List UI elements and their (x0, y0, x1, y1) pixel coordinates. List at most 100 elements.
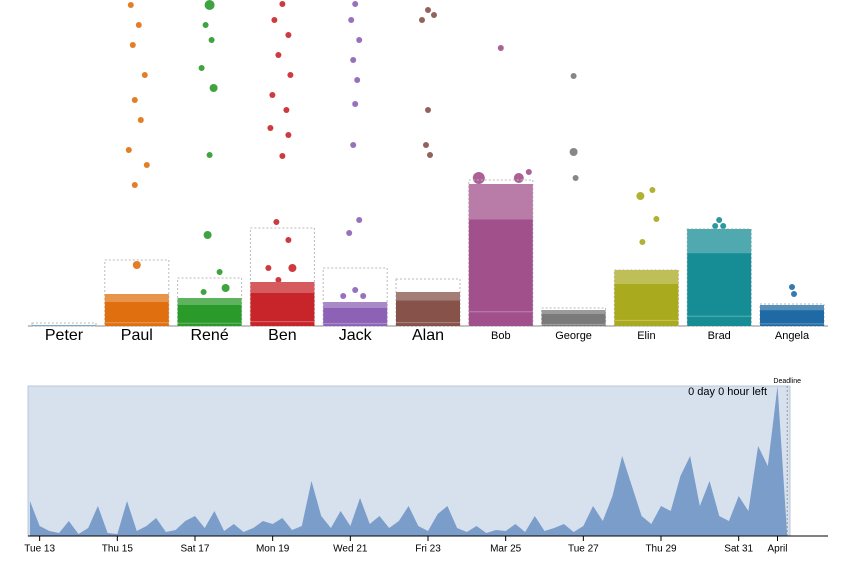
item-dot (283, 107, 290, 113)
bar (687, 229, 752, 326)
item-dot (285, 32, 292, 38)
item-dot (497, 45, 504, 51)
item-dot (340, 293, 347, 299)
item-dot (419, 17, 425, 23)
item-dot (513, 173, 524, 183)
item-dot (267, 125, 274, 131)
x-tick-label: Wed 21 (333, 544, 368, 555)
item-dot (352, 287, 359, 293)
item-dot (525, 169, 532, 175)
item-dot (279, 1, 286, 7)
person-name: Elin (637, 330, 655, 342)
item-dot (131, 182, 138, 188)
item-dot (423, 142, 429, 148)
person-name: René (190, 327, 228, 344)
bar (760, 305, 824, 326)
x-tick-label: Thu 15 (102, 544, 134, 555)
bar (32, 325, 96, 326)
item-dot (427, 152, 433, 158)
x-tick-label: Mon 19 (256, 544, 290, 555)
item-dot (348, 17, 355, 23)
x-tick-label: Sat 31 (724, 544, 753, 555)
item-dot (352, 101, 359, 107)
bar-highlight (32, 325, 96, 326)
item-dot (639, 239, 646, 245)
bar-highlight (614, 270, 679, 284)
item-dot (712, 223, 719, 229)
item-dot (350, 142, 357, 148)
item-dot (143, 162, 150, 168)
time-left: 0 day 0 hour left (688, 386, 767, 398)
item-dot (285, 132, 292, 138)
item-dot (425, 107, 431, 113)
item-dot (200, 289, 207, 295)
item-dot (131, 97, 138, 103)
item-dot (285, 237, 292, 243)
x-tick-label: Mar 25 (490, 544, 522, 555)
item-dot (354, 77, 361, 83)
x-tick-label: Fri 23 (415, 544, 441, 555)
person-name: Bob (491, 330, 511, 342)
bar (541, 310, 606, 326)
person-name: George (555, 330, 592, 342)
item-dot (570, 73, 577, 79)
item-dot (425, 7, 431, 13)
item-dot (716, 217, 723, 223)
bar-highlight (104, 294, 169, 302)
bar-highlight (687, 229, 752, 254)
item-dot (649, 187, 656, 193)
item-dot (198, 65, 205, 71)
item-dot (221, 284, 230, 292)
item-dot (129, 42, 136, 48)
target-outline (31, 322, 97, 327)
bar (177, 298, 242, 326)
item-dot (350, 57, 357, 63)
item-dot (125, 147, 132, 153)
person-name: Jack (339, 327, 373, 344)
item-dot (720, 223, 727, 229)
item-dot (203, 231, 212, 239)
item-dot (791, 291, 797, 297)
item-dot (269, 92, 276, 98)
item-dot (137, 117, 144, 123)
item-dot (275, 277, 282, 283)
item-dot (208, 37, 215, 43)
item-dot (273, 219, 280, 225)
item-dot (206, 152, 213, 158)
bar (614, 270, 679, 326)
item-dot (352, 1, 359, 7)
item-dot (216, 269, 223, 275)
bar-highlight (760, 305, 824, 311)
item-dot (356, 217, 363, 223)
item-dot (209, 84, 218, 92)
bar-highlight (541, 310, 606, 314)
item-dot (789, 284, 795, 290)
item-dot (204, 0, 215, 10)
bar-highlight (468, 184, 533, 220)
x-tick-label: Sat 17 (181, 544, 210, 555)
item-dot (472, 172, 485, 184)
item-dot (287, 72, 294, 78)
item-dot (202, 22, 209, 28)
bar-highlight (323, 302, 388, 308)
person-name: Brad (708, 330, 731, 342)
bar (396, 292, 460, 326)
item-dot (356, 37, 363, 43)
item-dot (141, 72, 148, 78)
item-dot (271, 17, 278, 23)
person-name: Peter (45, 327, 84, 344)
deadline-label: Deadline (773, 378, 801, 385)
person-name: Angela (775, 330, 810, 342)
bar (323, 302, 388, 326)
item-dot (279, 153, 286, 159)
person-name: Paul (121, 327, 153, 344)
item-dot (127, 2, 134, 8)
item-dot (265, 265, 272, 271)
target-outline (395, 278, 461, 327)
item-dot (569, 148, 578, 156)
item-dot (360, 293, 367, 299)
item-dot (431, 12, 437, 18)
person-name: Alan (412, 327, 444, 344)
